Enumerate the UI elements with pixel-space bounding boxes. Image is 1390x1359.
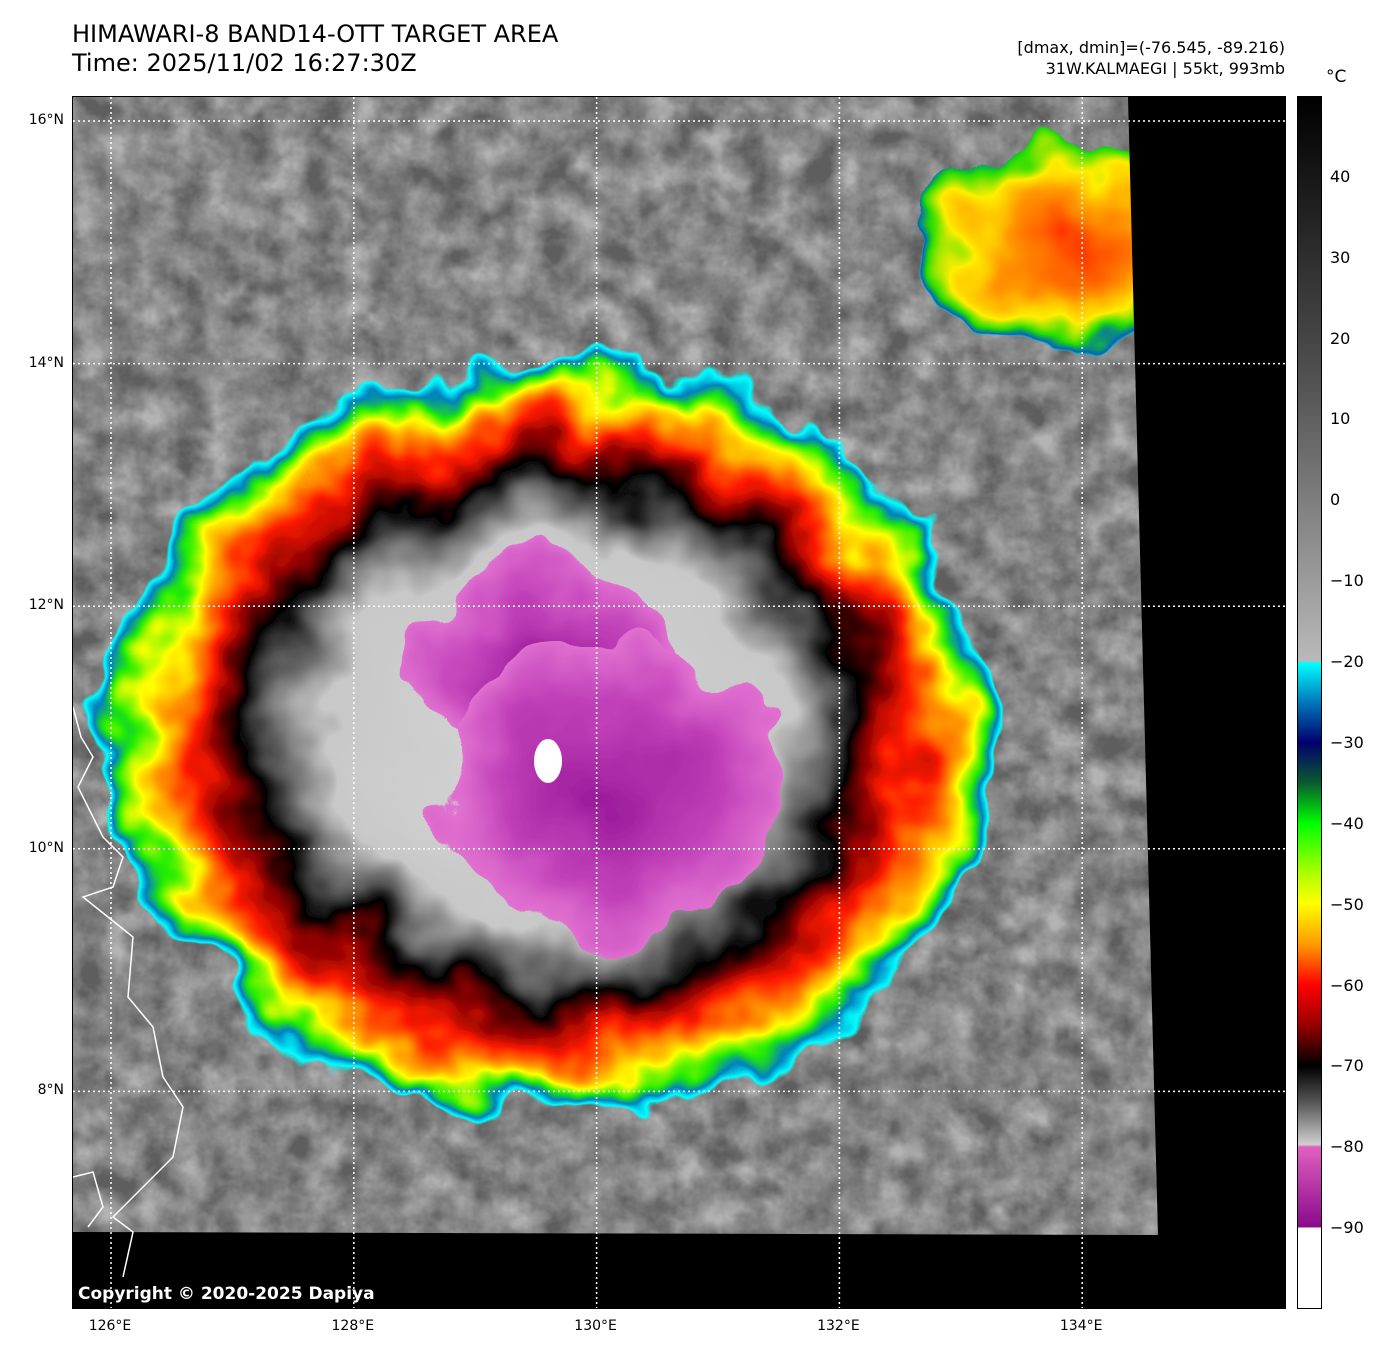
latitude-label: 8°N — [37, 1082, 64, 1099]
coldest-pixels — [534, 739, 562, 783]
latitude-label: 16°N — [28, 112, 64, 128]
colorbar-tick-label: −20 — [1330, 652, 1364, 672]
latitude-label: 14°N — [28, 354, 64, 371]
colorbar-tick-label: −70 — [1330, 1056, 1364, 1076]
colorbar-tick-label: 20 — [1330, 328, 1351, 348]
colorbar-tick-label: 40 — [1330, 166, 1351, 186]
colorbar-tick-label: −10 — [1330, 571, 1364, 591]
figure-title: HIMAWARI-8 BAND14-OTT TARGET AREA Time: … — [72, 20, 558, 78]
copyright-text: Copyright © 2020-2025 Dapiya — [78, 1284, 375, 1304]
title-text: HIMAWARI-8 BAND14-OTT TARGET AREA — [72, 20, 559, 48]
cold-cloud-top-core — [443, 637, 783, 937]
time-text: Time: 2025/11/02 16:27:30Z — [72, 49, 417, 77]
longitude-label: 126°E — [88, 1318, 132, 1334]
colorbar-tick-label: −50 — [1330, 894, 1364, 914]
colorbar — [1297, 96, 1322, 1309]
colorbar-tick-label: −80 — [1330, 1137, 1364, 1157]
colorbar-unit: °C — [1326, 67, 1347, 87]
colorbar-tick-label: 30 — [1330, 247, 1351, 267]
graticule — [73, 97, 1285, 1308]
colorbar-tick-label: −30 — [1330, 732, 1364, 752]
latitude-label: 10°N — [28, 839, 64, 856]
storm-text: 31W.KALMAEGI | 55kt, 993mb — [1045, 59, 1285, 78]
coastline-island — [73, 1171, 104, 1228]
colorbar-tick-label: 10 — [1330, 409, 1351, 429]
satellite-image — [73, 97, 1285, 1308]
colorbar-tick-label: −60 — [1330, 975, 1364, 995]
colorbar-tick-label: −40 — [1330, 813, 1364, 833]
colorbar-tick-label: −90 — [1330, 1218, 1364, 1238]
latitude-label: 12°N — [28, 597, 64, 614]
no-data-region — [73, 97, 1285, 1308]
satellite-map — [72, 96, 1286, 1309]
longitude-label: 128°E — [331, 1318, 375, 1334]
range-text: [dmax, dmin]=(-76.545, -89.216) — [1017, 38, 1285, 57]
coastline — [73, 706, 184, 1278]
longitude-label: 134°E — [1059, 1318, 1103, 1334]
longitude-label: 132°E — [817, 1318, 860, 1334]
longitude-label: 130°E — [574, 1318, 617, 1334]
colorbar-tick-label: 0 — [1330, 490, 1341, 510]
storm-info: [dmax, dmin]=(-76.545, -89.216) 31W.KALM… — [1017, 37, 1285, 79]
